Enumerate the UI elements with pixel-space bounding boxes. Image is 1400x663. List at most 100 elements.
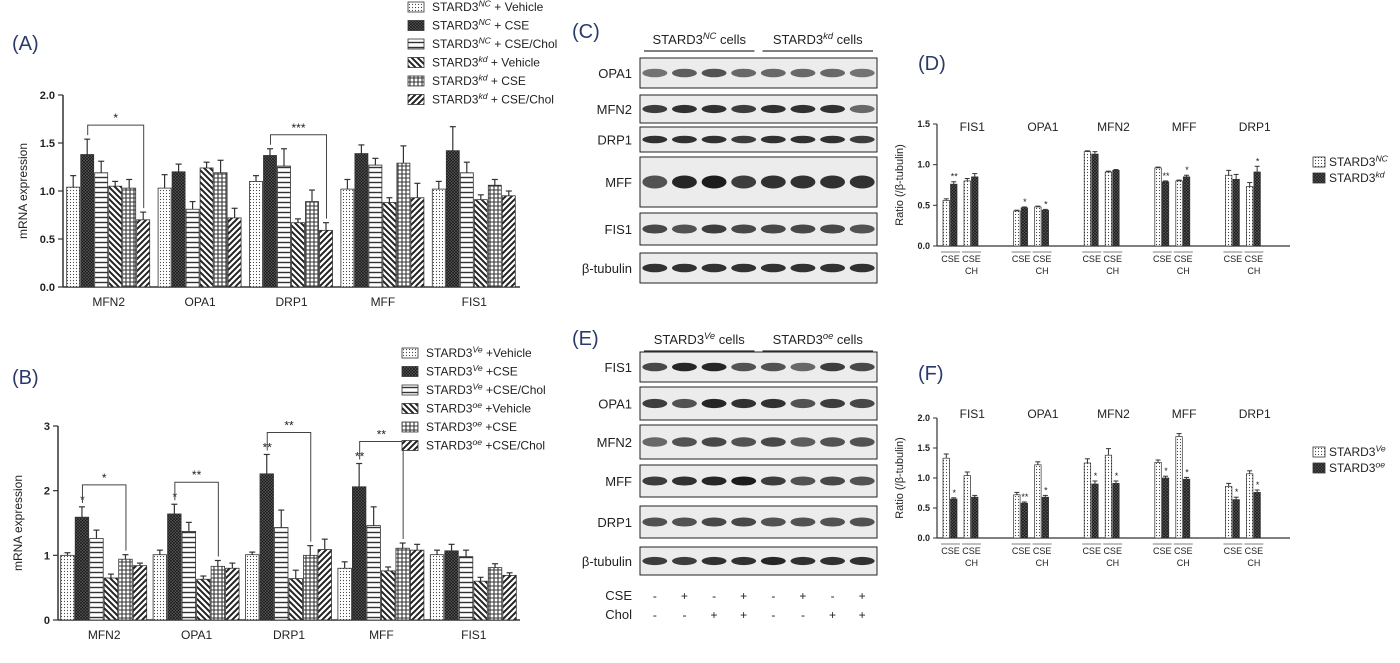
category-label: MFN2 [1097,407,1130,421]
bar [249,180,263,288]
bar [1154,462,1162,539]
blot-band [849,263,875,273]
blot-band [671,104,697,114]
bar [340,188,355,288]
bar [263,155,277,288]
y-tick-label: 2 [44,486,50,498]
blot-row-label: OPA1 [598,397,632,412]
blot-band [790,224,816,234]
bar [1041,209,1049,247]
blot-band [760,224,786,234]
significance-bracket [87,124,145,209]
y-tick-label: 0.0 [40,282,55,294]
treatment-sign: - [653,608,657,622]
group-label: CSE [1033,546,1052,556]
bar [1225,486,1233,539]
bar [395,547,410,621]
group-label: CSE [1082,254,1101,264]
blot-band [731,135,757,144]
legend-swatch [1312,156,1326,168]
blot-band [731,68,757,78]
treatment-sign: + [829,608,836,622]
bar [473,580,488,621]
blot-band [701,68,727,78]
blot-band [849,135,875,144]
group-label: CSE [1224,546,1243,556]
bar [185,208,200,288]
group-label: CH [1177,558,1190,568]
category-label: DRP1 [275,295,307,309]
bar [103,577,119,621]
group-label: CSE [1012,254,1031,264]
bar [167,513,182,621]
y-tick-label: 1.0 [40,186,55,198]
bar [366,525,381,621]
significance-bracket [266,431,312,542]
bar [409,549,425,621]
legend-label: STARD3kd [1329,169,1386,185]
blot-row-label: OPA1 [598,66,632,81]
bar [1104,171,1113,247]
legend-label: STARD3NC [1329,153,1389,169]
blot-band [760,175,786,189]
blot-band [642,362,668,372]
blot-band [760,68,786,78]
blot-band [760,398,786,409]
treatment-sign: + [681,589,688,603]
blot-band [701,437,727,447]
blot-band [820,556,846,566]
bar [199,167,214,288]
panel-label-a: (A) [12,33,39,55]
significance-mark: ** [1163,171,1171,181]
legend-swatch [407,75,425,87]
category-label: OPA1 [1027,407,1058,421]
blot-band [731,398,757,409]
bar [487,567,503,621]
blot-band [642,224,668,234]
legend-label: STARD3NC + Vehicle [432,0,544,14]
blot-band [671,517,697,527]
blot-band [731,517,757,527]
bar [136,219,151,288]
bar [459,172,474,288]
treatment-label: Chol [605,607,632,622]
significance-label: ** [192,468,202,482]
blot-band [671,263,697,273]
significance-mark: * [1115,471,1119,481]
blot-band [671,175,697,189]
bar [94,172,109,288]
blot-band [849,362,875,372]
significance-mark: * [1044,485,1048,495]
group-label: CSE [941,254,960,264]
legend-swatch [407,1,425,13]
blot-band [760,135,786,144]
blot-band [790,398,816,409]
blot-band [849,437,875,447]
group-label: CH [1247,558,1260,568]
category-label: FIS1 [461,628,487,642]
significance-mark: * [1164,466,1168,476]
bar [274,527,289,621]
bar [89,538,104,621]
y-axis-label: mRNA expression [11,475,25,571]
blot-band [760,362,786,372]
significance-label: ** [284,418,294,432]
legend-swatch [407,20,425,31]
treatment-sign: + [711,608,718,622]
blot-row-label: FIS1 [605,222,632,237]
bar [1104,454,1113,539]
group-label: CSE [1012,546,1031,556]
significance-mark: ** [951,172,959,182]
blot-row-label: β-tubulin [582,554,632,569]
legend-swatch [401,421,419,433]
blot-row-label: DRP1 [597,133,632,148]
bar [305,201,319,288]
bar [118,558,133,621]
bar [950,498,958,539]
blot-band [849,224,875,234]
blot-band [849,517,875,527]
group-label: CSE [1153,546,1172,556]
significance-label: ** [377,428,387,442]
panel-label-d: (D) [918,53,946,75]
bar [1175,436,1183,539]
